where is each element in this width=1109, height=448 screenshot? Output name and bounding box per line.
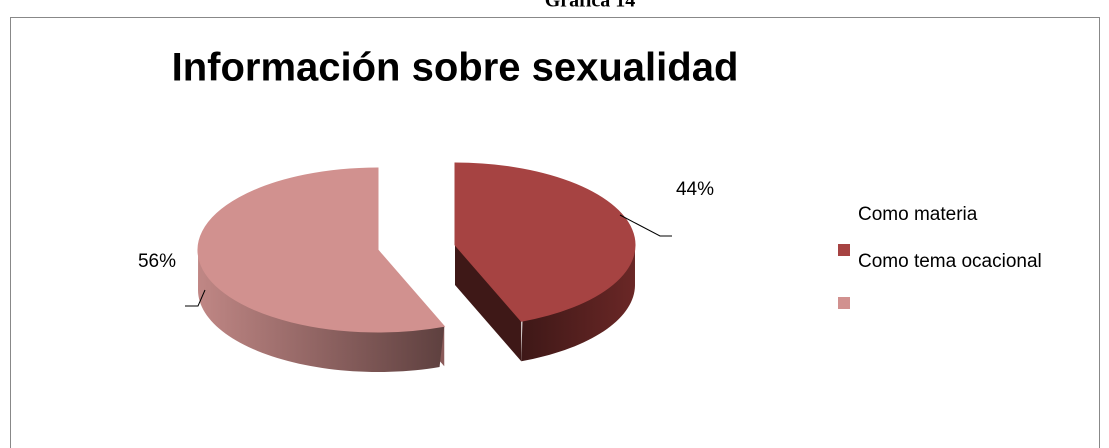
leader-line [619, 214, 672, 237]
legend-swatch [838, 244, 850, 256]
legend-swatch [838, 297, 850, 309]
pie-slice [454, 162, 636, 362]
pie-slice [197, 167, 446, 372]
chart-title: Información sobre sexualidad [172, 46, 739, 90]
chart-frame [10, 17, 1100, 448]
slice-top [197, 167, 446, 333]
leader-line [185, 289, 206, 307]
slice-top [454, 162, 636, 322]
slice-side [198, 252, 445, 372]
data-label: 56% [138, 251, 176, 272]
data-label: 44% [676, 179, 714, 200]
slice-cut-face [455, 245, 522, 362]
legend-label: Como materia [858, 204, 978, 225]
legend-label: Como tema ocacional [858, 251, 1042, 272]
slice-side [521, 245, 635, 362]
page-heading: Gráfica 14 [545, 0, 636, 12]
